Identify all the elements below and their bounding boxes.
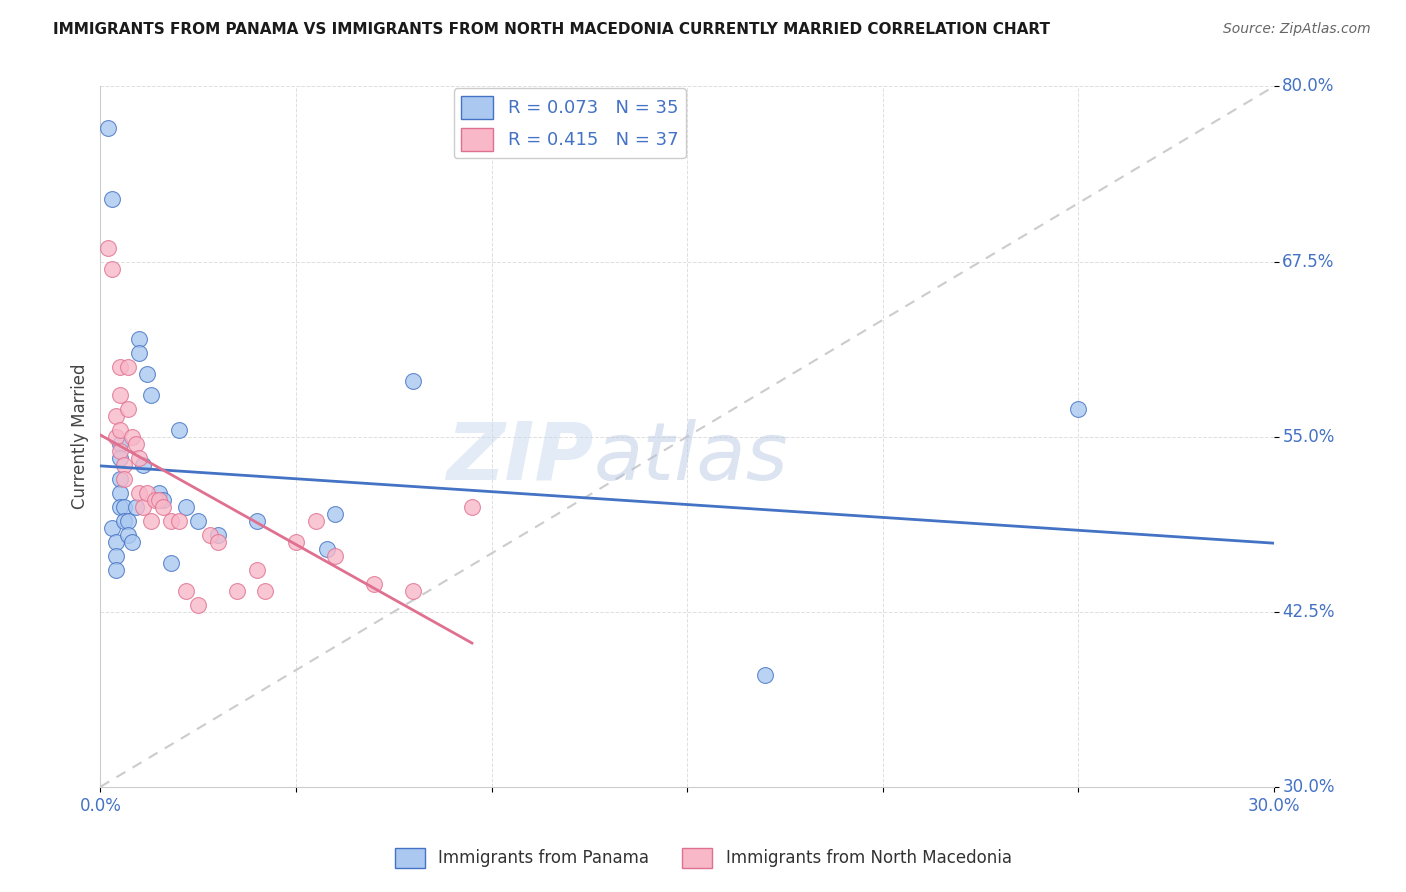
Point bbox=[187, 514, 209, 528]
Text: 67.5%: 67.5% bbox=[1282, 252, 1334, 270]
Point bbox=[316, 541, 339, 556]
Text: atlas: atlas bbox=[593, 418, 787, 497]
Point bbox=[112, 500, 135, 514]
Legend: R = 0.073   N = 35, R = 0.415   N = 37: R = 0.073 N = 35, R = 0.415 N = 37 bbox=[454, 88, 686, 159]
Point bbox=[198, 527, 221, 541]
Point bbox=[226, 583, 249, 598]
Point bbox=[323, 507, 346, 521]
Point bbox=[148, 485, 170, 500]
Point bbox=[105, 430, 128, 444]
Point bbox=[159, 556, 181, 570]
Point bbox=[121, 430, 143, 444]
Point bbox=[141, 514, 163, 528]
Point bbox=[105, 534, 128, 549]
Point bbox=[402, 374, 425, 388]
Point bbox=[101, 521, 124, 535]
Point bbox=[253, 583, 276, 598]
Point bbox=[176, 500, 198, 514]
Point bbox=[461, 500, 484, 514]
Point bbox=[167, 423, 190, 437]
Point bbox=[97, 121, 120, 136]
Point bbox=[363, 576, 385, 591]
Text: 80.0%: 80.0% bbox=[1282, 78, 1334, 95]
Point bbox=[101, 192, 124, 206]
Point bbox=[136, 485, 159, 500]
Point bbox=[124, 436, 146, 450]
Text: Source: ZipAtlas.com: Source: ZipAtlas.com bbox=[1223, 22, 1371, 37]
Point bbox=[105, 409, 128, 423]
Point bbox=[1067, 401, 1090, 416]
Point bbox=[108, 443, 131, 458]
Point bbox=[148, 492, 170, 507]
Point bbox=[246, 563, 269, 577]
Point bbox=[207, 527, 229, 541]
Point bbox=[128, 345, 150, 359]
Y-axis label: Currently Married: Currently Married bbox=[72, 364, 89, 509]
Point bbox=[246, 514, 269, 528]
Point bbox=[136, 367, 159, 381]
Point bbox=[304, 514, 326, 528]
Point bbox=[323, 549, 346, 563]
Point bbox=[117, 514, 139, 528]
Point bbox=[141, 387, 163, 401]
Point bbox=[108, 472, 131, 486]
Point bbox=[108, 485, 131, 500]
Point bbox=[124, 500, 146, 514]
Text: ZIP: ZIP bbox=[446, 418, 593, 497]
Point bbox=[108, 387, 131, 401]
Point bbox=[176, 583, 198, 598]
Text: 42.5%: 42.5% bbox=[1282, 603, 1334, 621]
Point bbox=[132, 458, 155, 472]
Point bbox=[167, 514, 190, 528]
Point bbox=[121, 534, 143, 549]
Point bbox=[402, 583, 425, 598]
Point bbox=[187, 598, 209, 612]
Point bbox=[108, 500, 131, 514]
Point bbox=[128, 485, 150, 500]
Point bbox=[754, 667, 776, 681]
Point bbox=[117, 401, 139, 416]
Point bbox=[105, 563, 128, 577]
Point bbox=[117, 527, 139, 541]
Legend: Immigrants from Panama, Immigrants from North Macedonia: Immigrants from Panama, Immigrants from … bbox=[388, 841, 1018, 875]
Point bbox=[112, 458, 135, 472]
Point bbox=[108, 450, 131, 465]
Point bbox=[159, 514, 181, 528]
Text: 55.0%: 55.0% bbox=[1282, 427, 1334, 446]
Point bbox=[108, 436, 131, 450]
Point bbox=[284, 534, 307, 549]
Point bbox=[97, 241, 120, 255]
Point bbox=[207, 534, 229, 549]
Text: IMMIGRANTS FROM PANAMA VS IMMIGRANTS FROM NORTH MACEDONIA CURRENTLY MARRIED CORR: IMMIGRANTS FROM PANAMA VS IMMIGRANTS FRO… bbox=[53, 22, 1050, 37]
Point bbox=[112, 514, 135, 528]
Point bbox=[117, 359, 139, 374]
Point bbox=[112, 472, 135, 486]
Point bbox=[152, 500, 174, 514]
Point bbox=[101, 261, 124, 276]
Point bbox=[108, 423, 131, 437]
Point bbox=[152, 492, 174, 507]
Point bbox=[128, 450, 150, 465]
Point bbox=[143, 492, 166, 507]
Text: 30.0%: 30.0% bbox=[1282, 778, 1334, 796]
Point bbox=[108, 359, 131, 374]
Point bbox=[128, 332, 150, 346]
Point bbox=[132, 500, 155, 514]
Point bbox=[105, 549, 128, 563]
